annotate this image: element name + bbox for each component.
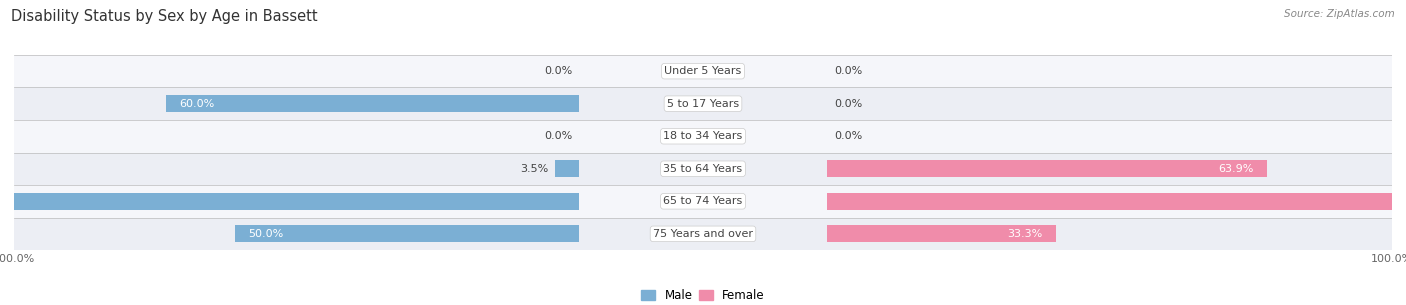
Text: 75 Years and over: 75 Years and over xyxy=(652,229,754,239)
Bar xyxy=(0,193,579,210)
Text: 35 to 64 Years: 35 to 64 Years xyxy=(664,164,742,174)
Bar xyxy=(827,225,1056,242)
Text: 0.0%: 0.0% xyxy=(834,131,862,141)
Text: 63.9%: 63.9% xyxy=(1218,164,1254,174)
Bar xyxy=(14,55,1392,88)
Text: 3.5%: 3.5% xyxy=(520,164,548,174)
Text: Disability Status by Sex by Age in Bassett: Disability Status by Sex by Age in Basse… xyxy=(11,9,318,24)
Bar xyxy=(14,185,1392,217)
Bar xyxy=(166,95,579,112)
Text: 65 to 74 Years: 65 to 74 Years xyxy=(664,196,742,206)
Bar xyxy=(14,120,1392,152)
Bar xyxy=(827,193,1406,210)
Bar xyxy=(235,225,579,242)
Text: Under 5 Years: Under 5 Years xyxy=(665,66,741,76)
Text: 18 to 34 Years: 18 to 34 Years xyxy=(664,131,742,141)
Bar xyxy=(14,88,1392,120)
Text: 50.0%: 50.0% xyxy=(249,229,284,239)
Text: 60.0%: 60.0% xyxy=(180,99,215,109)
Bar xyxy=(827,160,1267,177)
Bar xyxy=(555,160,579,177)
Bar xyxy=(14,152,1392,185)
Text: Source: ZipAtlas.com: Source: ZipAtlas.com xyxy=(1284,9,1395,19)
Text: 0.0%: 0.0% xyxy=(834,66,862,76)
Legend: Male, Female: Male, Female xyxy=(637,284,769,305)
Text: 0.0%: 0.0% xyxy=(834,99,862,109)
Text: 5 to 17 Years: 5 to 17 Years xyxy=(666,99,740,109)
Text: 0.0%: 0.0% xyxy=(544,131,572,141)
Text: 0.0%: 0.0% xyxy=(544,66,572,76)
Text: 33.3%: 33.3% xyxy=(1007,229,1043,239)
Bar xyxy=(14,217,1392,250)
